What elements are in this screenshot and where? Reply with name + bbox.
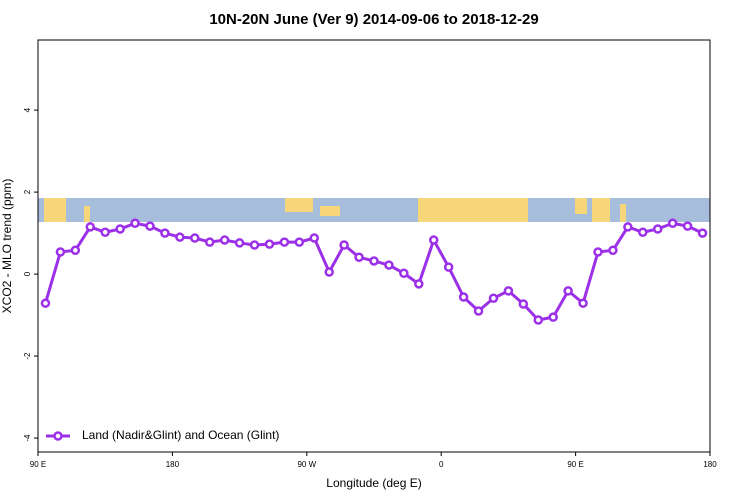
data-point — [548, 312, 558, 322]
data-point — [279, 237, 290, 247]
data-point — [682, 221, 693, 231]
data-point — [55, 247, 66, 257]
y-tick-label: 4 — [23, 107, 32, 112]
data-point — [204, 237, 215, 247]
data-point — [40, 298, 51, 308]
y-tick-label: -4 — [23, 434, 32, 442]
data-point — [115, 224, 125, 234]
data-point — [130, 218, 140, 228]
data-point — [85, 222, 96, 232]
x-tick-label: 180 — [166, 460, 180, 469]
data-point — [384, 260, 394, 270]
data-point — [339, 240, 349, 250]
data-point — [518, 299, 529, 309]
data-point — [175, 232, 185, 242]
y-axis-label: XCO2 - MLO trend (ppm) — [0, 179, 14, 314]
data-point — [623, 222, 633, 232]
data-point — [428, 235, 439, 245]
x-axis-label: Longitude (deg E) — [326, 476, 421, 490]
data-point — [414, 279, 424, 289]
data-point — [264, 239, 275, 249]
legend-marker — [53, 431, 63, 441]
data-point — [369, 256, 379, 266]
series-line — [44, 221, 704, 322]
data-point — [533, 315, 544, 325]
data-point — [145, 221, 155, 231]
data-point — [399, 268, 409, 279]
data-point — [503, 286, 514, 296]
data-point — [219, 235, 230, 245]
x-tick-label: 180 — [703, 460, 717, 469]
data-point — [667, 218, 678, 228]
data-point — [190, 233, 200, 243]
data-point — [608, 245, 618, 256]
data-point — [324, 267, 334, 277]
y-tick-label: -2 — [23, 352, 32, 360]
legend-label: Land (Nadir&Glint) and Ocean (Glint) — [82, 428, 279, 442]
x-tick-label: 90 E — [567, 460, 583, 469]
y-tick-label: 2 — [23, 189, 32, 194]
x-tick-label: 90 W — [297, 460, 316, 469]
data-point — [249, 240, 260, 250]
data-point — [354, 252, 364, 263]
data-point — [488, 293, 499, 304]
data-point — [638, 227, 648, 238]
data-point — [563, 286, 573, 296]
data-point — [294, 237, 305, 247]
x-tick-label: 0 — [439, 460, 444, 469]
data-point — [458, 292, 469, 302]
data-point — [100, 227, 110, 238]
data-point — [473, 306, 484, 316]
x-tick-label: 90 E — [30, 460, 46, 469]
plot-frame — [37, 39, 711, 453]
data-point — [443, 262, 454, 272]
data-point — [593, 247, 603, 257]
data-point — [578, 298, 588, 308]
data-point — [309, 233, 320, 243]
map-band — [38, 198, 710, 222]
data-point — [234, 238, 245, 248]
chart-title: 10N-20N June (Ver 9) 2014-09-06 to 2018-… — [209, 11, 538, 28]
data-point — [70, 245, 81, 256]
y-tick-label: 0 — [23, 271, 32, 276]
data-point — [697, 228, 708, 238]
data-point — [160, 228, 170, 238]
data-point — [652, 224, 663, 234]
